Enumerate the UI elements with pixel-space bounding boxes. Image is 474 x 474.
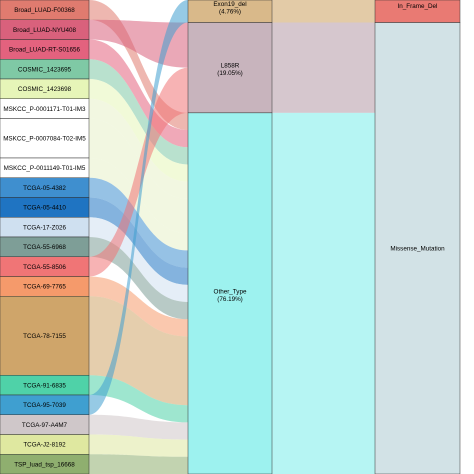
flow-tcga-78-7155-to-other-type (89, 296, 188, 406)
sample-label: TCGA-05-4410 (23, 205, 66, 212)
variant-label: L858R (221, 63, 240, 70)
sample-label: COSMIC_1423698 (18, 86, 72, 93)
flow-tcga-95-7039-to-exon19-del (89, 0, 188, 415)
variant-percentage: (19.05%) (217, 70, 243, 77)
flow-broad-luad-f00368-to-other-type (89, 0, 188, 131)
type-label: In_Frame_Del (398, 3, 438, 10)
flow-tcga-05-4410-to-other-type (89, 197, 188, 285)
variant-label: Exon19_del (213, 1, 246, 8)
sample-label: Broad_LUAD-F00368 (14, 7, 75, 14)
sample-node-tcga-78-7155 (0, 296, 90, 376)
variant-percentage: (76.19%) (217, 296, 243, 303)
flow-other-type-to-missense-mutation (272, 112, 375, 474)
flow-tcga-91-6835-to-other-type (89, 375, 188, 423)
sample-variant-flows (89, 0, 188, 474)
sample-label: TCGA-78-7155 (23, 333, 66, 340)
sample-label: Broad_LUAD-NYU408 (13, 27, 76, 34)
variant-column: Exon19_del(4.76%) L858R(19.05%) Other_Type… (187, 0, 273, 474)
variant-percentage: (4.76%) (219, 9, 241, 16)
flow-tcga-j2-8192-to-other-type (89, 434, 188, 457)
sample-label: TCGA-91-6835 (23, 382, 66, 389)
sample-label: TCGA-05-4382 (23, 185, 66, 192)
sample-label: TCGA-69-7765 (23, 284, 66, 291)
flow-cosmic-1423695-to-other-type (89, 59, 188, 165)
sample-label: MSKCC_P-0007084-T02-IM5 (3, 135, 86, 142)
variant-node-l858r (187, 22, 273, 114)
sample-label: TCGA-J2-8192 (23, 442, 66, 449)
sample-label: Broad_LUAD-RT-S01656 (9, 47, 80, 54)
sample-label: TCGA-17-Z026 (23, 224, 67, 231)
sample-label: COSMIC_1423695 (18, 66, 72, 73)
sample-label: TCGA-97-A4M7 (22, 422, 68, 429)
flow-tcga-05-4382-to-other-type (89, 177, 188, 268)
sample-column: Broad_LUAD-F00368 Broad_LUAD-NYU408 Broad_… (0, 0, 90, 474)
flow-tcga-69-7765-to-other-type (89, 276, 188, 337)
flow-tcga-55-8506-to-l858r (89, 67, 188, 277)
variant-type-flows (272, 0, 375, 474)
sample-node-mskcc-p-0007084-t02-im5 (0, 118, 90, 159)
type-node-missense-mutation (374, 22, 461, 474)
flow-l858r-to-missense-mutation (272, 22, 375, 113)
sample-label: TCGA-95-7039 (23, 402, 66, 409)
sample-label: TSP_luad_tsp_16668 (14, 461, 75, 468)
flow-tsp-luad-tsp-16668-to-other-type (89, 454, 188, 474)
sample-label: MSKCC_P-0011149-T01-IM5 (4, 165, 86, 172)
sample-label: TCGA-55-8506 (23, 264, 66, 271)
sample-node-tsp-luad-tsp-16668 (0, 454, 90, 474)
flow-mskcc-p-0001171-t01-im3-to-other-type (89, 98, 188, 199)
sample-label: TCGA-55-6968 (23, 244, 66, 251)
variant-label: Other_Type (214, 288, 247, 295)
sample-label: MSKCC_P-0001171-T01-IM3 (3, 106, 86, 113)
flow-exon19-del-to-in-frame-del (272, 0, 375, 23)
flow-cosmic-1423698-to-other-type (89, 79, 188, 182)
flow-broad-luad-rt-s01656-to-other-type (89, 39, 188, 148)
flow-tcga-97-a4m7-to-other-type (89, 414, 188, 440)
mutation-type-column: In_Frame_Del Missense_Mutation (374, 0, 461, 474)
variant-node-other-type (187, 112, 273, 474)
type-label: Missense_Mutation (390, 245, 445, 252)
